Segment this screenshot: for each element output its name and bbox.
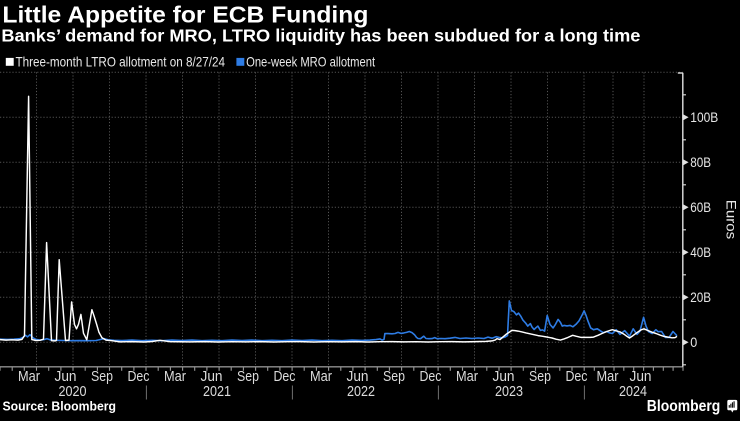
svg-text:Banks’ demand for MRO, LTRO li: Banks’ demand for MRO, LTRO liquidity ha… [1,26,640,46]
svg-text:Jun: Jun [347,368,369,385]
svg-text:20B: 20B [690,289,711,305]
svg-text:2023: 2023 [495,383,523,400]
svg-text:Jun: Jun [493,368,515,385]
svg-text:Sep: Sep [91,368,113,385]
svg-text:Mar: Mar [310,368,332,385]
svg-text:40B: 40B [690,244,711,260]
svg-text:Dec: Dec [420,368,442,385]
svg-text:60B: 60B [690,199,711,215]
svg-text:Bloomberg: Bloomberg [647,398,721,415]
svg-text:2024: 2024 [619,383,647,400]
svg-text:Dec: Dec [128,368,150,385]
svg-text:2021: 2021 [203,383,231,400]
svg-text:Sep: Sep [383,368,405,385]
svg-text:Sep: Sep [237,368,259,385]
svg-text:Euros: Euros [723,200,739,240]
svg-text:80B: 80B [690,154,711,170]
svg-text:Mar: Mar [597,368,619,385]
svg-text:Source: Bloomberg: Source: Bloomberg [3,398,117,413]
svg-text:100B: 100B [690,109,718,125]
svg-text:Three-month LTRO allotment on: Three-month LTRO allotment on 8/27/24 [16,55,226,70]
svg-text:Mar: Mar [18,368,40,385]
svg-text:Sep: Sep [529,368,551,385]
svg-text:Mar: Mar [456,368,478,385]
svg-text:Mar: Mar [164,368,186,385]
svg-text:Jun: Jun [55,368,77,385]
svg-text:2022: 2022 [347,383,375,400]
svg-text:Jun: Jun [201,368,223,385]
svg-text:One-week MRO allotment: One-week MRO allotment [246,55,375,70]
svg-text:2020: 2020 [59,383,87,400]
svg-text:Dec: Dec [274,368,296,385]
svg-text:Jun: Jun [630,368,652,385]
svg-text:Dec: Dec [566,368,588,385]
svg-text:0: 0 [690,334,697,350]
svg-text:Little Appetite for ECB Fundin: Little Appetite for ECB Funding [2,1,368,27]
